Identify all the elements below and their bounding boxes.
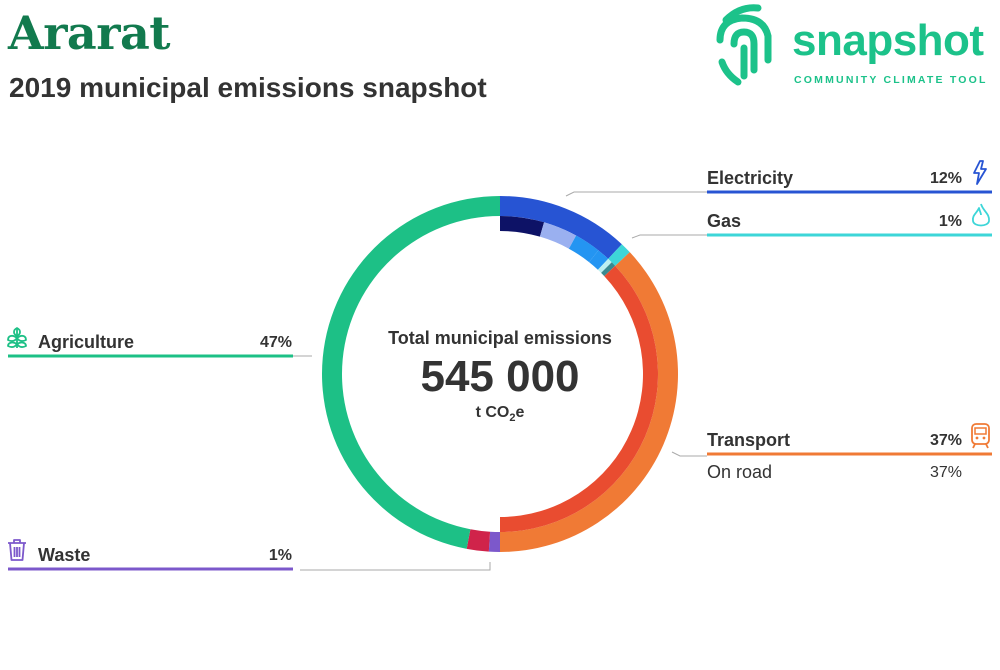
donut-sector-other xyxy=(466,529,491,552)
fingerprint-icon xyxy=(716,4,772,86)
snapshot-logo[interactable]: snapshot COMMUNITY CLIMATE TOOL xyxy=(714,0,1000,92)
leader-transport xyxy=(671,451,707,457)
donut-sector-electricity xyxy=(500,196,622,259)
legend-electricity-label: Electricity xyxy=(707,168,794,188)
donut-subsector-gas-0 xyxy=(597,258,612,273)
unit-main: t CO xyxy=(475,404,510,421)
legend-waste-label: Waste xyxy=(38,545,91,565)
train-icon xyxy=(971,423,990,449)
page-title: Ararat xyxy=(8,6,171,60)
legend-transport-value: 37% xyxy=(929,432,962,449)
donut-sector-agriculture xyxy=(322,196,500,549)
donut-subsector-electricity-1 xyxy=(539,222,577,249)
center-total-value: 545 000 xyxy=(420,352,580,401)
donut-subsector-electricity-3 xyxy=(589,250,609,270)
lightning-icon xyxy=(973,160,987,185)
legend-gas-value: 1% xyxy=(938,213,962,230)
leader-waste xyxy=(300,562,491,571)
legend-on-road-label: On road xyxy=(707,462,773,482)
legend-gas-label: Gas xyxy=(707,211,742,231)
legend-transport-label: Transport xyxy=(707,430,791,450)
leader-electricity xyxy=(565,191,707,197)
legend-agriculture-value: 47% xyxy=(259,334,292,351)
logo-wordmark: snapshot xyxy=(792,16,984,65)
sprout-icon xyxy=(7,327,27,348)
donut-sector-waste xyxy=(488,531,500,552)
flame-icon xyxy=(971,203,990,227)
legend-agriculture-label: Agriculture xyxy=(38,332,135,352)
donut-subsector-electricity-2 xyxy=(568,235,599,263)
donut-sector-transport xyxy=(500,252,679,552)
legend-on-road-value: 37% xyxy=(929,464,962,481)
unit-subscript: 2 xyxy=(509,412,516,425)
unit-end: e xyxy=(515,404,525,421)
center-total-unit: t CO2e xyxy=(350,404,650,424)
legend-electricity-value: 12% xyxy=(929,170,962,187)
center-total-label: Total municipal emissions xyxy=(388,328,612,348)
donut-sector-gas xyxy=(608,244,630,266)
donut-subsector-electricity-0 xyxy=(500,216,545,237)
logo-tagline: COMMUNITY CLIMATE TOOL xyxy=(794,74,988,86)
donut-subsector-gas-1 xyxy=(601,262,616,277)
donut-subsector-transport-0 xyxy=(500,265,659,532)
leader-gas xyxy=(631,234,707,239)
trash-icon xyxy=(8,539,26,561)
legend-waste-value: 1% xyxy=(268,547,292,564)
page-subtitle: 2019 municipal emissions snapshot xyxy=(9,72,487,103)
